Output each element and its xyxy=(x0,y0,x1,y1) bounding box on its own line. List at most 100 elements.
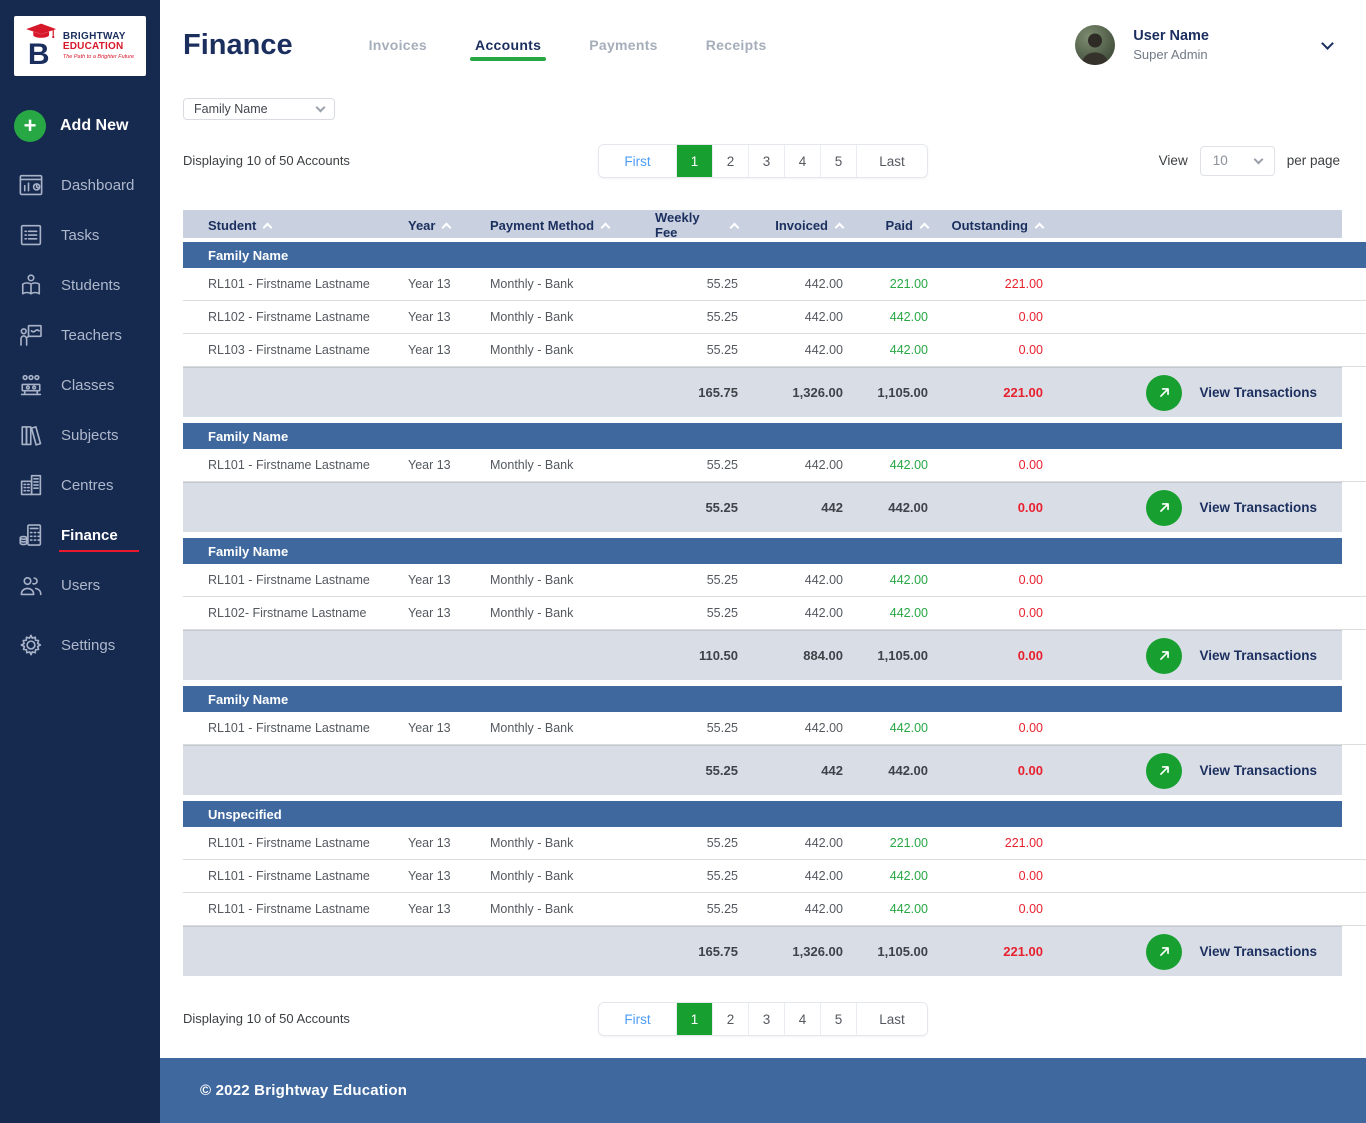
pagination-first-button[interactable]: First xyxy=(599,145,676,177)
pagination-page-1[interactable]: 1 xyxy=(676,145,712,177)
student-row[interactable]: RL101 - Firstname Lastname Year 13 Month… xyxy=(183,827,1366,860)
total-weekly-fee: 165.75 xyxy=(698,944,738,959)
sidebar-item-users[interactable]: Users xyxy=(0,560,160,610)
sidebar-item-centres[interactable]: Centres xyxy=(0,460,160,510)
student-cell: RL101 - Firstname Lastname xyxy=(208,458,370,472)
invoiced-cell: 442.00 xyxy=(804,836,843,850)
arrow-up-right-icon xyxy=(1146,752,1183,789)
pagination-page-5[interactable]: 5 xyxy=(820,1003,856,1035)
invoiced-cell: 442.00 xyxy=(804,310,843,324)
dashboard-icon xyxy=(16,170,46,200)
view-transactions-button[interactable]: View Transactions xyxy=(1053,374,1342,411)
view-transactions-button[interactable]: View Transactions xyxy=(1053,489,1342,526)
centres-icon xyxy=(16,470,46,500)
pagination-page-1[interactable]: 1 xyxy=(676,1003,712,1035)
payment-method-cell: Monthly - Bank xyxy=(490,869,574,883)
student-row[interactable]: RL101 - Firstname Lastname Year 13 Month… xyxy=(183,449,1366,482)
view-transactions-button[interactable]: View Transactions xyxy=(1053,933,1342,970)
tab-receipts[interactable]: Receipts xyxy=(705,37,767,53)
add-new-button[interactable]: + Add New xyxy=(0,104,160,148)
weekly-fee-cell: 55.25 xyxy=(706,310,738,324)
student-row[interactable]: RL103 - Firstname Lastname Year 13 Month… xyxy=(183,334,1366,367)
pagination-first-button[interactable]: First xyxy=(599,1003,676,1035)
add-new-label: Add New xyxy=(60,117,129,134)
student-cell: RL101 - Firstname Lastname xyxy=(208,721,370,735)
table-groups: Family Name RL101 - Firstname Lastname Y… xyxy=(183,242,1366,976)
paid-cell: 221.00 xyxy=(889,836,928,850)
student-row[interactable]: RL101 - Firstname Lastname Year 13 Month… xyxy=(183,268,1366,301)
column-header-year[interactable]: Year xyxy=(408,218,490,233)
column-header-payment-method[interactable]: Payment Method xyxy=(490,218,655,233)
total-invoiced: 1,326.00 xyxy=(792,385,843,400)
pagination-page-3[interactable]: 3 xyxy=(748,1003,784,1035)
weekly-fee-cell: 55.25 xyxy=(706,869,738,883)
weekly-fee-cell: 55.25 xyxy=(706,836,738,850)
brand-text: BRIGHTWAY EDUCATION The Path to a Bright… xyxy=(63,31,134,61)
chevron-down-icon xyxy=(1253,154,1264,164)
student-row[interactable]: RL101 - Firstname Lastname Year 13 Month… xyxy=(183,564,1366,597)
student-cell: RL101 - Firstname Lastname xyxy=(208,836,370,850)
payment-method-cell: Monthly - Bank xyxy=(490,310,574,324)
sidebar-item-subjects[interactable]: Subjects xyxy=(0,410,160,460)
outstanding-cell: 221.00 xyxy=(1004,277,1043,291)
list-controls-bottom: Displaying 10 of 50 Accounts First 1 2 3 4 5 L… xyxy=(183,1002,1366,1036)
invoiced-cell: 442.00 xyxy=(804,277,843,291)
payment-method-cell: Monthly - Bank xyxy=(490,606,574,620)
paid-cell: 442.00 xyxy=(889,458,928,472)
view-transactions-label: View Transactions xyxy=(1199,944,1317,959)
column-header-outstanding[interactable]: Outstanding xyxy=(938,218,1053,233)
sidebar-item-students[interactable]: Students xyxy=(0,260,160,310)
view-transactions-button[interactable]: View Transactions xyxy=(1053,752,1342,789)
view-transactions-button[interactable]: View Transactions xyxy=(1053,637,1342,674)
sidebar-item-tasks[interactable]: Tasks xyxy=(0,210,160,260)
student-row[interactable]: RL101 - Firstname Lastname Year 13 Month… xyxy=(183,860,1366,893)
pagination-page-4[interactable]: 4 xyxy=(784,145,820,177)
user-text: User Name Super Admin xyxy=(1133,28,1209,62)
sidebar-item-finance[interactable]: Finance xyxy=(0,510,160,560)
student-cell: RL102 - Firstname Lastname xyxy=(208,310,370,324)
tab-accounts[interactable]: Accounts xyxy=(470,27,547,63)
sidebar-item-dashboard[interactable]: Dashboard xyxy=(0,160,160,210)
pagination-page-2[interactable]: 2 xyxy=(712,145,748,177)
student-row[interactable]: RL101 - Firstname Lastname Year 13 Month… xyxy=(183,712,1366,745)
column-header-student[interactable]: Student xyxy=(183,218,408,233)
tab-payments[interactable]: Payments xyxy=(589,37,658,53)
group-header: Family Name xyxy=(183,423,1342,449)
sidebar-item-settings[interactable]: Settings xyxy=(0,620,160,670)
pagination-page-5[interactable]: 5 xyxy=(820,145,856,177)
family-name-filter-select[interactable]: Family Name xyxy=(183,98,335,120)
year-cell: Year 13 xyxy=(408,721,451,735)
tab-invoices[interactable]: Invoices xyxy=(368,37,428,53)
accounts-table: Student Year Payment Method Weekly Fee Invoi… xyxy=(183,210,1366,976)
sidebar-item-classes[interactable]: Classes xyxy=(0,360,160,410)
user-menu[interactable]: User Name Super Admin xyxy=(1075,25,1334,65)
per-page-value: 10 xyxy=(1212,153,1228,168)
pagination-last-button[interactable]: Last xyxy=(856,1003,927,1035)
pagination-last-button[interactable]: Last xyxy=(856,145,927,177)
student-row[interactable]: RL102- Firstname Lastname Year 13 Monthl… xyxy=(183,597,1366,630)
group-header: Family Name xyxy=(183,538,1342,564)
user-name: User Name xyxy=(1133,28,1209,44)
sidebar-item-teachers[interactable]: Teachers xyxy=(0,310,160,360)
student-row[interactable]: RL101 - Firstname Lastname Year 13 Month… xyxy=(183,893,1366,926)
pagination-top: First 1 2 3 4 5 Last xyxy=(598,144,928,178)
chevron-down-icon[interactable] xyxy=(1321,36,1334,50)
group-header: Family Name xyxy=(183,242,1366,268)
pagination-page-4[interactable]: 4 xyxy=(784,1003,820,1035)
per-page-select[interactable]: 10 xyxy=(1199,145,1275,176)
column-header-weekly-fee[interactable]: Weekly Fee xyxy=(655,210,748,240)
invoiced-cell: 442.00 xyxy=(804,869,843,883)
view-transactions-label: View Transactions xyxy=(1199,500,1317,515)
account-group: Family Name RL101 - Firstname Lastname Y… xyxy=(183,686,1366,795)
pagination-page-3[interactable]: 3 xyxy=(748,145,784,177)
account-group: Family Name RL101 - Firstname Lastname Y… xyxy=(183,538,1366,680)
tab-bar: Invoices Accounts Payments Receipts xyxy=(369,27,767,63)
column-header-invoiced[interactable]: Invoiced xyxy=(748,218,853,233)
column-header-paid[interactable]: Paid xyxy=(853,218,938,233)
pagination-page-2[interactable]: 2 xyxy=(712,1003,748,1035)
content: Family Name Displaying 10 of 50 Accounts… xyxy=(160,90,1366,1058)
family-name-filter-value: Family Name xyxy=(194,102,268,116)
topbar: Finance Invoices Accounts Payments Receipts… xyxy=(160,0,1366,90)
student-row[interactable]: RL102 - Firstname Lastname Year 13 Month… xyxy=(183,301,1366,334)
